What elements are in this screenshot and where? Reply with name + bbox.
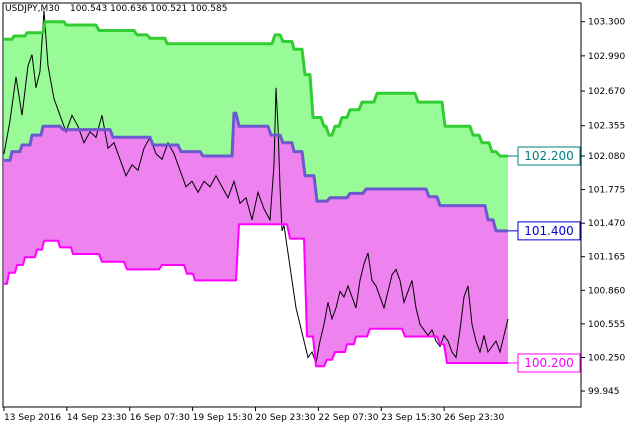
y-tick-label: 100.860 <box>588 286 625 296</box>
middle-band-line <box>4 111 508 233</box>
x-tick-label: 23 Sep 15:30 <box>381 413 441 423</box>
upper-band-line <box>4 20 508 158</box>
upper-price-tag-text: 102.200 <box>524 149 574 163</box>
middle-price-tag-text: 101.400 <box>524 224 574 238</box>
price-series-line <box>3 10 509 365</box>
y-tick-label: 102.990 <box>588 52 625 62</box>
x-tick-label: 13 Sep 2016 <box>4 413 61 423</box>
plot-area-border <box>2 2 582 408</box>
x-tick-label: 22 Sep 07:30 <box>318 413 378 423</box>
upper-price-tag-box <box>517 146 581 166</box>
y-tick-label: 100.250 <box>588 353 625 363</box>
y-tick-label: 101.775 <box>588 186 625 196</box>
y-tick-label: 102.355 <box>588 122 625 132</box>
y-tick-label: 100.555 <box>588 320 625 330</box>
y-tick-label: 101.470 <box>588 219 625 229</box>
lower-band-line <box>4 223 508 368</box>
x-tick-label: 16 Sep 07:30 <box>130 413 190 423</box>
lower-price-tag-box <box>517 353 581 373</box>
x-tick-label: 14 Sep 23:30 <box>67 413 127 423</box>
x-tick-label: 26 Sep 23:30 <box>444 413 504 423</box>
middle-price-tag-box <box>517 221 581 241</box>
y-tick-label: 102.080 <box>588 152 625 162</box>
y-tick-label: 103.300 <box>588 18 625 28</box>
y-tick-label: 101.165 <box>588 253 625 263</box>
y-tick-label: 99.945 <box>588 387 620 397</box>
lower-price-tag-text: 100.200 <box>524 356 574 370</box>
symbol-label: USDJPY,M30 <box>5 4 60 14</box>
x-tick-label: 19 Sep 15:30 <box>193 413 253 423</box>
ohlc-values: 100.543 100.636 100.521 100.585 <box>70 4 227 14</box>
y-tick-label: 102.670 <box>588 87 625 97</box>
x-tick-label: 20 Sep 23:30 <box>256 413 316 423</box>
